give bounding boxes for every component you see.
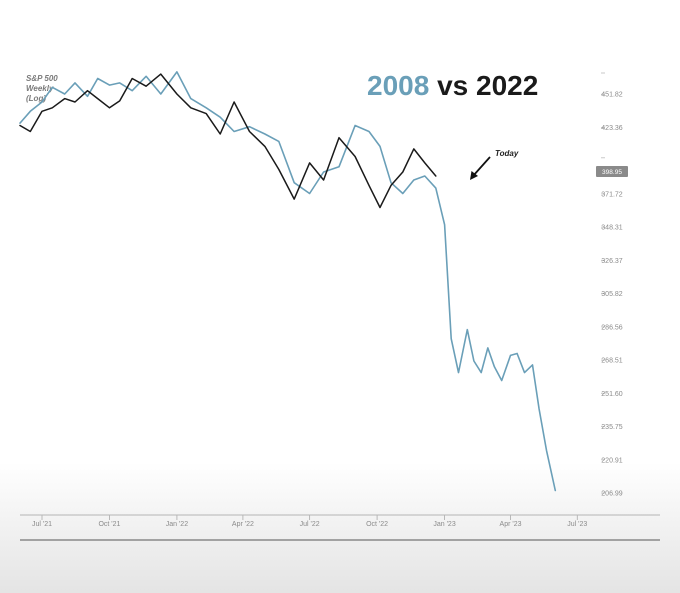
x-tick-label: Apr '23 xyxy=(500,521,522,528)
series-layer xyxy=(19,71,557,492)
current-value-label: 398.95 xyxy=(602,169,622,176)
y-tick-label: 348.31 xyxy=(601,225,623,232)
x-tick-label: Oct '21 xyxy=(98,521,120,528)
y-axis-ticks: 451.82 423.36 371.72 348.31 326.37 305.82 286.… xyxy=(601,72,623,498)
y-tick-label: 251.60 xyxy=(601,391,623,398)
chart-subtitle-line-2: Weekly xyxy=(26,84,54,93)
x-tick-label: Oct '22 xyxy=(366,521,388,528)
y-tick-label: 326.37 xyxy=(601,258,623,265)
y-tick-label: 220.91 xyxy=(601,457,623,464)
x-tick-label: Jul '21 xyxy=(32,521,52,528)
x-tick-label: Jan '23 xyxy=(433,521,455,528)
chart-title-2008: 2008 xyxy=(367,70,429,101)
chart-title-vs-2022: vs 2022 xyxy=(429,70,538,101)
y-tick-label: 206.99 xyxy=(601,491,623,498)
x-tick-label: Jul '22 xyxy=(300,521,320,528)
x-tick-label: Apr '22 xyxy=(232,521,254,528)
chart-subtitle-line-3: (Log) xyxy=(26,94,46,103)
today-label: Today xyxy=(495,149,519,158)
series-line-2008 xyxy=(19,71,557,492)
y-tick-label: 305.82 xyxy=(601,291,623,298)
x-axis-ticks: Jul '21 Oct '21 Jan '22 Apr '22 Jul '22 Oct '… xyxy=(32,515,587,528)
series-line-2022 xyxy=(19,73,437,209)
y-tick-label: 423.36 xyxy=(601,125,623,132)
today-annotation: Today xyxy=(470,149,519,180)
today-arrow-head xyxy=(470,171,478,180)
y-tick-label: 451.82 xyxy=(601,92,623,99)
y-tick-label: 286.56 xyxy=(601,324,623,331)
y-tick-label: 371.72 xyxy=(601,191,623,198)
current-value-badge-bg xyxy=(596,166,628,177)
y-tick-label: 268.51 xyxy=(601,358,623,365)
x-tick-label: Jul '23 xyxy=(567,521,587,528)
x-tick-label: Jan '22 xyxy=(166,521,188,528)
today-arrow-shaft xyxy=(472,156,491,177)
y-tick-label: 235.75 xyxy=(601,424,623,431)
chart-subtitle-line-1: S&P 500 xyxy=(26,74,58,83)
current-value-badge: 398.95 xyxy=(596,166,628,177)
chart-title: 2008 vs 2022 xyxy=(367,70,538,101)
